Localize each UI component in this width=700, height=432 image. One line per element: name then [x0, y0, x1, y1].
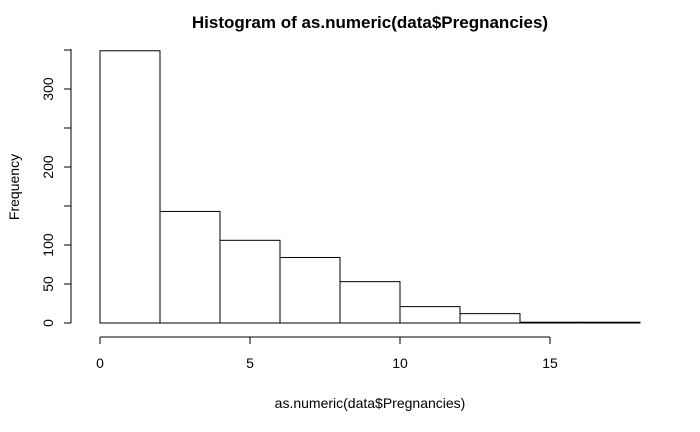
histogram-bar-8: [579, 321, 641, 324]
y-tick-label: 100: [40, 233, 56, 257]
histogram-bar-6: [459, 313, 521, 324]
y-tick-label: 300: [40, 77, 56, 101]
x-tick-label: 0: [96, 355, 104, 371]
histogram-bar-5: [399, 306, 461, 324]
y-axis-label: Frequency: [6, 154, 22, 220]
histogram-bar-1: [159, 210, 221, 324]
x-tick-label: 15: [542, 355, 558, 371]
y-tick-label: 200: [40, 155, 56, 179]
bars-group: [99, 50, 641, 324]
y-tick-label: 50: [40, 276, 56, 292]
histogram-bar-3: [279, 256, 341, 324]
x-tick-label: 10: [392, 355, 408, 371]
histogram-bar-7: [519, 321, 581, 324]
x-axis: 0 5 10 15: [96, 336, 558, 371]
histogram-bar-0: [99, 50, 161, 324]
histogram-bar-2: [219, 239, 281, 324]
x-tick-label: 5: [246, 355, 254, 371]
x-axis-label: as.numeric(data$Pregnancies): [275, 395, 466, 411]
chart-title: Histogram of as.numeric(data$Pregnancies…: [192, 13, 548, 32]
y-axis: 0 50 100 200 300: [40, 49, 72, 327]
histogram-bar-4: [339, 281, 401, 324]
y-tick-label: 0: [40, 319, 56, 327]
